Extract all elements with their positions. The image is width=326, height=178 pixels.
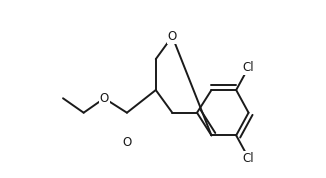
Text: O: O [168, 30, 177, 43]
Text: Cl: Cl [243, 61, 254, 74]
Text: O: O [100, 92, 109, 105]
Text: O: O [122, 136, 132, 149]
Text: Cl: Cl [243, 151, 254, 164]
